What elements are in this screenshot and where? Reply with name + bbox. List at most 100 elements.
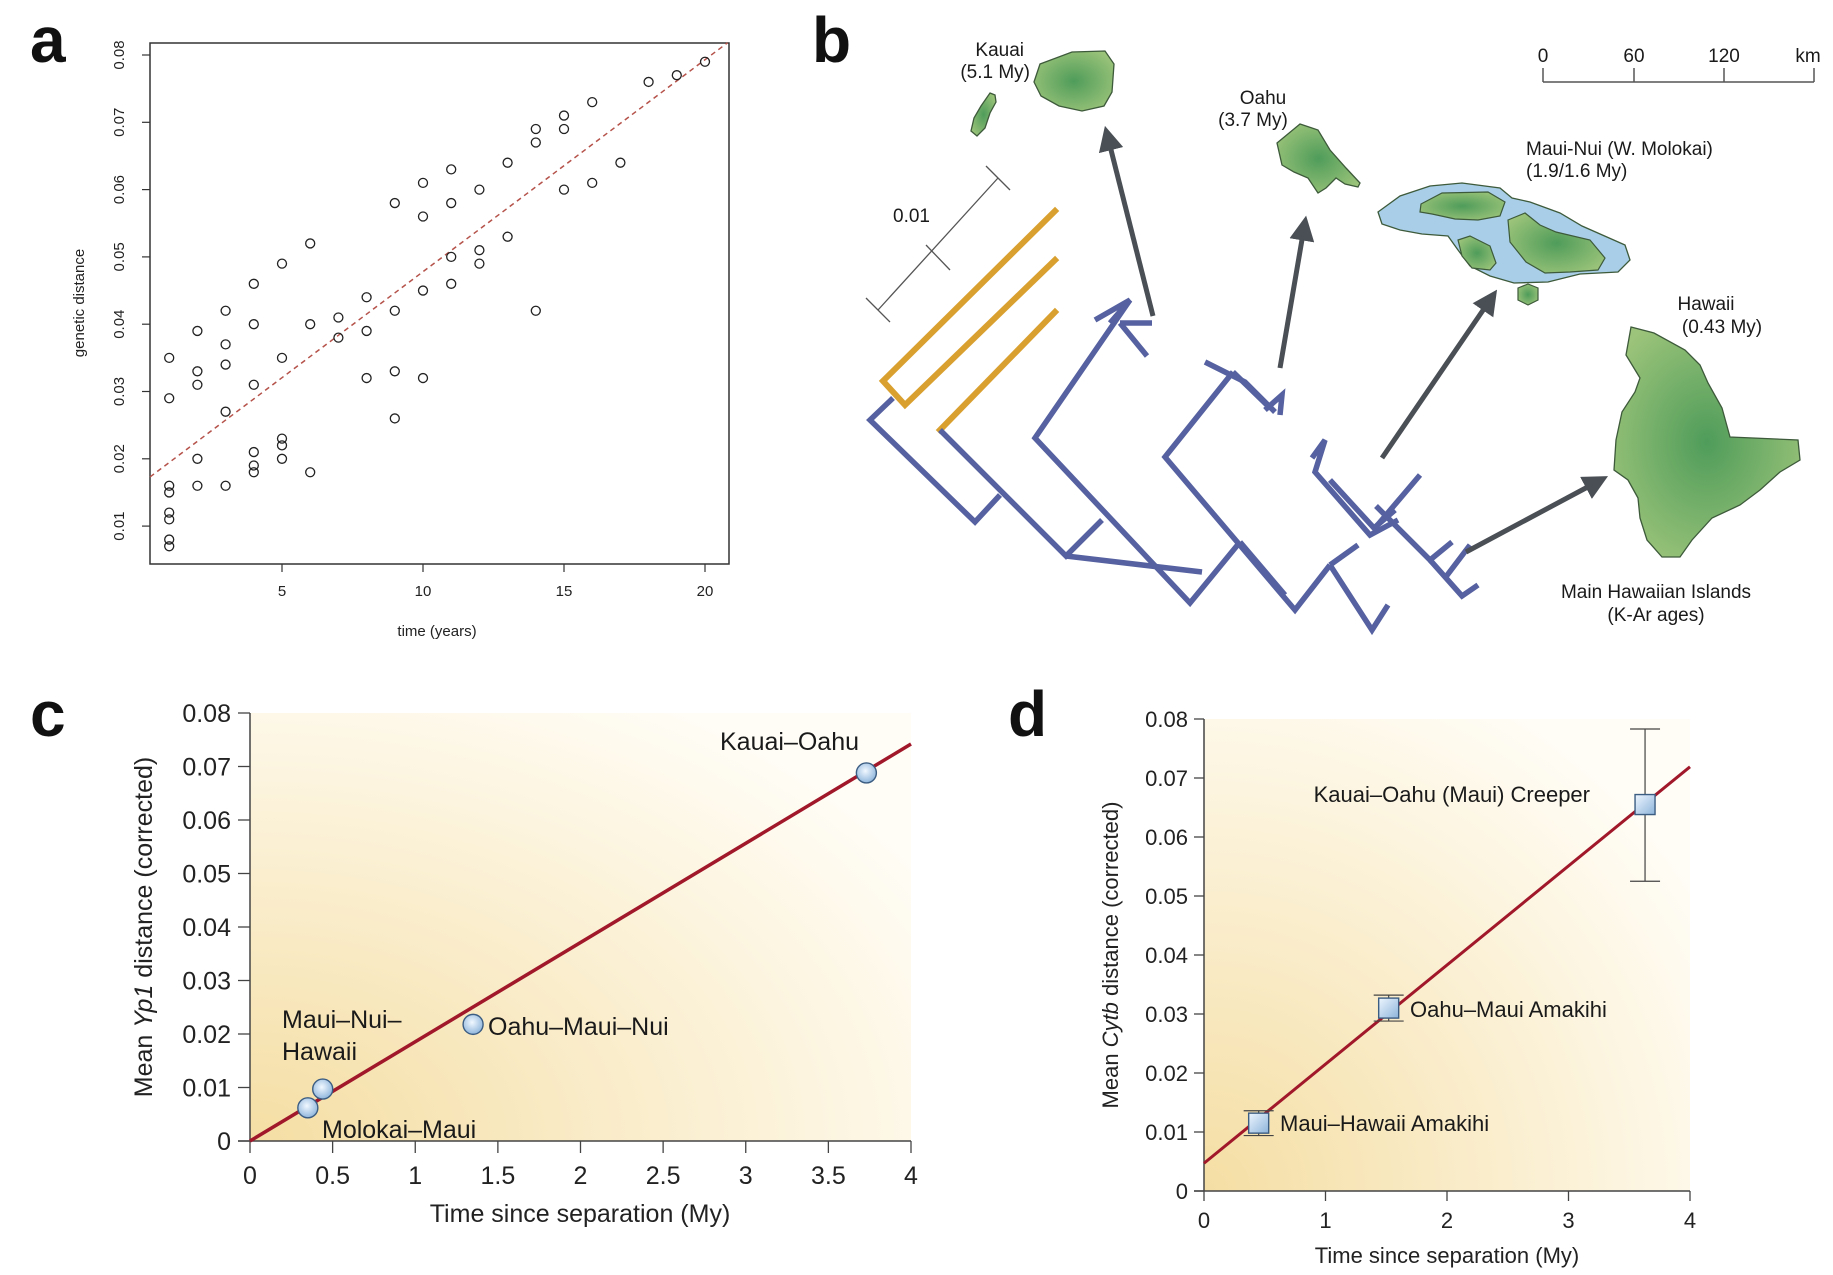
data-point	[389, 197, 400, 209]
axes: 0 0.01 0.02 0.03 0.04 0.05 0.06 0.07 0.08 0 0.5 1 1.…	[182, 700, 918, 1190]
data-point	[333, 332, 344, 343]
y-tick-label: 0.01	[1145, 1120, 1188, 1145]
data-point	[333, 312, 344, 323]
y-tick-label: 0.08	[111, 40, 128, 69]
label-oahu-maui-nui: Oahu–Maui–Nui	[488, 1013, 669, 1041]
data-point	[164, 534, 175, 545]
data-point	[192, 453, 203, 464]
y-tick-label: 0.05	[182, 861, 231, 889]
data-point	[1247, 1112, 1270, 1134]
y-tick-label: 0	[1176, 1179, 1188, 1204]
y-axis: 0.01 0.02 0.03 0.04 0.05 0.06 0.07 0.08	[111, 40, 150, 541]
x-tick-label: 4	[904, 1162, 918, 1190]
y-tick-label: 0.03	[1145, 1002, 1188, 1027]
data-point	[446, 197, 457, 209]
y-tick-label: 0.01	[111, 511, 128, 540]
data-point	[164, 514, 175, 525]
data-point	[192, 480, 203, 491]
island-hawaii: Hawaii (0.43 My)	[1613, 294, 1801, 558]
data-point	[417, 177, 429, 189]
mauinui-age: (1.9/1.6 My)	[1526, 161, 1627, 182]
data-point	[417, 211, 429, 222]
data-point	[558, 110, 570, 121]
axes: 0 0.01 0.02 0.03 0.04 0.05 0.06 0.07 0.08 0 1 2 3 4	[1145, 707, 1696, 1233]
x-tick-label: 3	[1562, 1208, 1574, 1233]
data-point	[361, 372, 372, 384]
label-kauai-oahu-creeper: Kauai–Oahu (Maui) Creeper	[1314, 782, 1590, 807]
y-tick-label: 0.08	[1145, 707, 1188, 732]
data-point	[164, 541, 175, 552]
data-point	[502, 157, 513, 168]
data-point	[389, 413, 400, 424]
data-point	[276, 440, 288, 451]
arrow-to-mauinui-icon	[1379, 289, 1498, 460]
x-axis-label: time (years)	[397, 623, 476, 640]
data-point	[558, 184, 570, 195]
x-axis-label: Time since separation (My)	[430, 1200, 731, 1228]
label-kauai-oahu: Kauai–Oahu	[720, 728, 859, 756]
y-tick-label: 0.01	[182, 1075, 231, 1103]
data-point	[855, 762, 878, 784]
data-point	[312, 1078, 334, 1100]
data-point	[1634, 793, 1656, 816]
data-point	[164, 352, 175, 364]
data-point	[220, 480, 231, 491]
km-scale-bar: 0 60 120 km	[1538, 46, 1821, 83]
data-point	[446, 251, 457, 263]
data-point	[248, 379, 259, 390]
scale-tick-0: 0	[1538, 46, 1549, 67]
y-tick-label: 0.06	[1145, 825, 1188, 850]
mauinui-name: Maui-Nui (W. Molokai)	[1526, 139, 1713, 160]
data-point	[192, 379, 203, 390]
scale-unit: km	[1795, 46, 1820, 67]
y-tick-label: 0.04	[1145, 943, 1188, 968]
data-point	[474, 245, 485, 256]
island-lanai	[1457, 235, 1497, 271]
island-kauai: Kauai (5.1 My)	[960, 40, 1115, 137]
data-point	[248, 446, 259, 458]
data-point	[530, 123, 541, 135]
data-point	[587, 96, 598, 108]
island-oahu: Oahu (3.7 My)	[1218, 88, 1361, 194]
data-point	[587, 177, 598, 189]
x-tick-label: 2	[1441, 1208, 1453, 1233]
island-kahoolawe	[1517, 283, 1539, 306]
y-tick-label: 0.05	[111, 242, 128, 271]
x-tick-label: 3.5	[811, 1162, 846, 1190]
y-tick-label: 0.03	[111, 377, 128, 406]
x-tick-label: 2.5	[646, 1162, 681, 1190]
oahu-age: (3.7 My)	[1218, 110, 1288, 131]
data-point	[474, 258, 485, 269]
hawaii-name: Hawaii	[1677, 294, 1734, 315]
x-tick-label: 0.5	[315, 1162, 350, 1190]
data-point	[699, 56, 711, 67]
data-point	[220, 339, 231, 350]
panel-letter-d: d	[1008, 678, 1048, 750]
data-point	[530, 305, 541, 316]
data-point	[220, 406, 231, 417]
data-point	[248, 319, 259, 330]
panel-letter-a: a	[30, 4, 66, 76]
x-tick-label: 0	[243, 1162, 257, 1190]
data-point	[276, 433, 288, 444]
data-point	[276, 352, 288, 364]
tree-scale-label: 0.01	[893, 206, 930, 227]
y-tick-label: 0	[217, 1128, 231, 1156]
data-point	[248, 460, 259, 471]
y-tick-label: 0.04	[182, 914, 231, 942]
data-point	[248, 278, 259, 289]
label-molokai-maui: Molokai–Maui	[322, 1116, 476, 1144]
data-point	[446, 164, 457, 175]
y-tick-label: 0.02	[1145, 1061, 1188, 1086]
tree-scale-bar	[865, 165, 1011, 323]
x-tick-label: 3	[739, 1162, 753, 1190]
data-point	[361, 325, 372, 337]
y-tick-label: 0.05	[1145, 884, 1188, 909]
plot-background	[1204, 719, 1690, 1191]
tree-ingroup	[866, 297, 1480, 636]
tree-outgroup	[878, 206, 1060, 435]
data-point	[530, 137, 541, 148]
data-points	[1243, 728, 1661, 1137]
